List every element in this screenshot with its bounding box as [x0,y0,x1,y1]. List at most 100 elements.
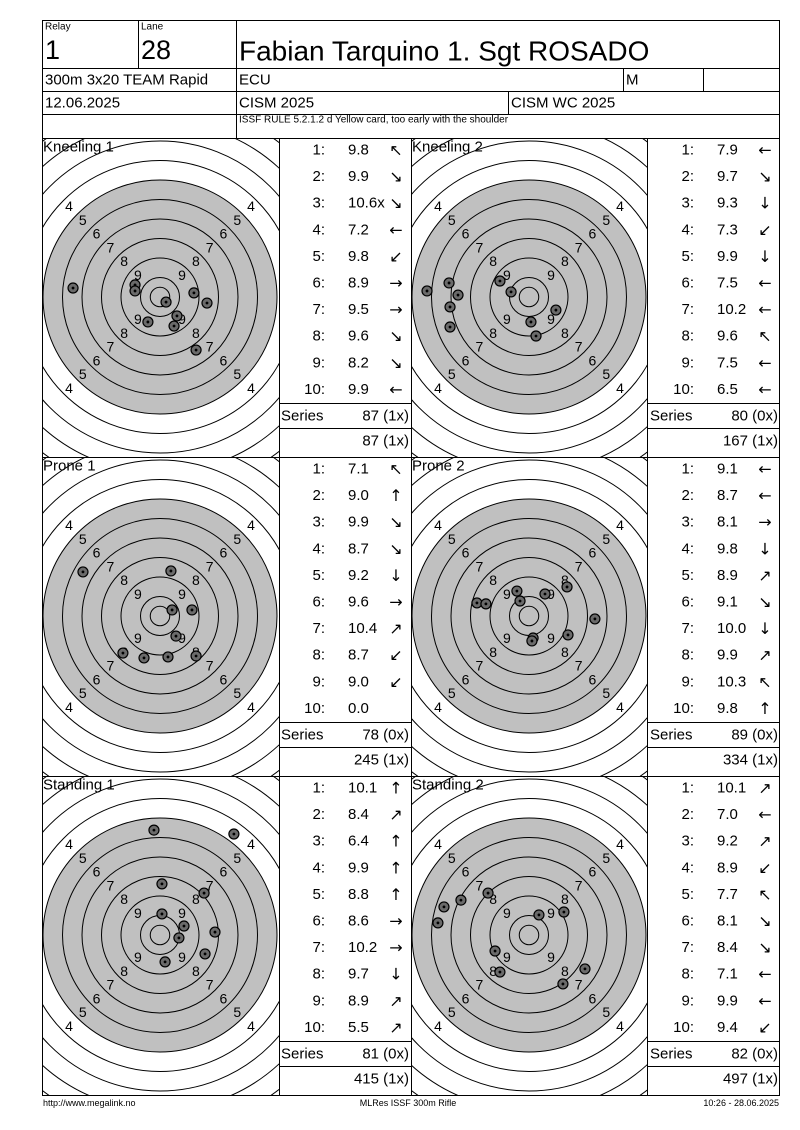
shot-number: 3: [681,195,694,212]
hit-center [442,905,446,909]
shot-score: 9.8 [717,700,738,717]
relay: 1 [45,35,60,65]
ring-number: 8 [561,325,569,341]
hit-center [194,654,198,658]
ring-number: 5 [448,212,456,228]
shot-score: 7.5 [717,354,738,371]
ring-number: 6 [220,864,228,880]
hit-center [202,891,206,895]
hit-center [170,608,174,612]
ring-number: 4 [247,1018,255,1034]
shot-number: 3: [312,833,325,850]
shot-direction: ↙ [389,247,402,266]
series-label: Series [281,727,324,744]
hit-center [486,891,490,895]
ring [470,557,588,675]
ring-number: 7 [106,977,114,993]
ring-number: 9 [178,586,186,602]
shot-direction: ← [389,380,402,399]
ring-number: 4 [247,699,255,715]
ring-number: 4 [616,836,624,852]
shot-direction: ← [758,805,771,824]
ring-number: 8 [561,963,569,979]
ring [450,856,608,1014]
shot-number: 5: [312,567,325,584]
shot-number: 7: [681,301,694,318]
ring-number: 5 [448,850,456,866]
shot-number: 9: [681,673,694,690]
hit-center [561,982,565,986]
ring-number: 6 [220,545,228,561]
shot-number: 6: [312,913,325,930]
inner-ten [149,924,171,946]
series-score: 80 (0x) [731,408,778,425]
ring [42,798,279,1072]
ring [470,876,588,994]
ring-number: 7 [206,558,214,574]
ring [411,798,648,1072]
hit-center [81,570,85,574]
shot-score: 8.6 [348,913,369,930]
shot-direction: ← [758,300,771,319]
shot-score: 9.1 [717,461,738,478]
total-score: 415 (1x) [354,1071,409,1088]
shot-number: 5: [681,886,694,903]
shot-number: 7: [681,939,694,956]
shot-number: 4: [312,221,325,238]
shot-score: 9.9 [348,381,369,398]
ring-number: 5 [233,685,241,701]
shot-direction: ↑ [389,858,402,877]
shot-number: 7: [312,939,325,956]
shot-score: 10.3 [717,673,746,690]
shot-score: 7.1 [348,461,369,478]
ring-number: 9 [503,949,511,965]
ring-number: 8 [192,963,200,979]
footer-time: 10:26 - 28.06.2025 [703,1098,779,1108]
ring-number: 7 [575,339,583,355]
shot-direction: ↓ [758,539,771,558]
aiming-black [43,499,277,733]
ring-number: 5 [79,1004,87,1020]
ring-number: 8 [120,253,128,269]
hit-center [133,289,137,293]
shot-direction: ↗ [758,566,771,585]
shot-score: 9.8 [717,540,738,557]
shot-number: 7: [312,620,325,637]
shot-direction: ← [758,274,771,293]
shot-number: 3: [681,833,694,850]
hit-center [498,279,502,283]
ring-number: 5 [602,1004,610,1020]
shot-direction: ↑ [758,699,771,718]
shot-number: 2: [312,806,325,823]
panel-title: Standing 1 [43,777,115,794]
shot-direction: ↗ [389,1018,402,1037]
shot-direction: ↗ [758,779,771,798]
hit-center [174,634,178,638]
shot-score: 9.3 [717,195,738,212]
ring-number: 4 [434,517,442,533]
shot-number: 8: [681,647,694,664]
athlete-name: Fabian Tarquino 1. Sgt ROSADO [239,36,649,67]
ring-number: 4 [434,1018,442,1034]
panel-title: Kneeling 1 [43,139,114,156]
ring-number: 9 [503,311,511,327]
shot-direction: ↘ [758,912,771,931]
ring-number: 8 [120,325,128,341]
ring-number: 4 [65,517,73,533]
hit-center [543,592,547,596]
hit-center [493,949,497,953]
hit-center [213,930,217,934]
hit-center [205,301,209,305]
shot-score: 7.3 [717,221,738,238]
shot-score: 7.9 [717,142,738,159]
ring-number: 6 [589,352,597,368]
aiming-black [412,180,646,414]
ring-number: 7 [106,239,114,255]
ring [489,257,569,337]
ring-number: 9 [178,311,186,327]
hit-center [232,832,236,836]
ring-number: 8 [192,572,200,588]
shot-direction: ↗ [389,991,402,1010]
